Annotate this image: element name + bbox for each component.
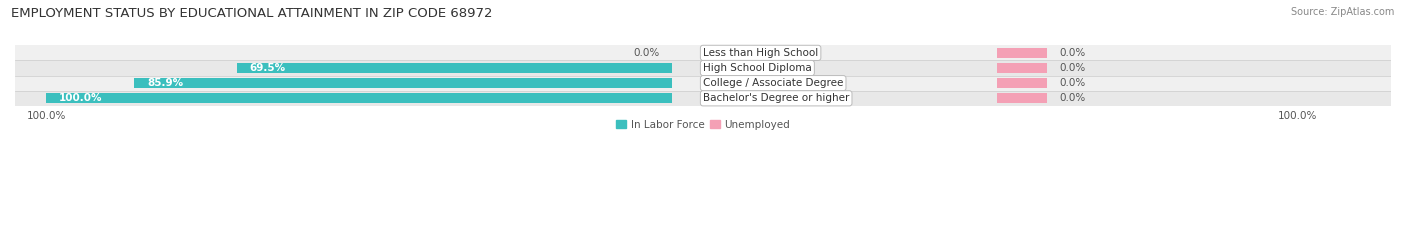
Bar: [15, 75, 1391, 91]
Text: Source: ZipAtlas.com: Source: ZipAtlas.com: [1291, 7, 1395, 17]
Text: High School Diploma: High School Diploma: [703, 63, 811, 73]
Bar: [15, 45, 1391, 60]
Text: 0.0%: 0.0%: [1060, 63, 1085, 73]
Text: 0.0%: 0.0%: [1060, 78, 1085, 88]
Bar: [15, 91, 1391, 106]
Text: 0.0%: 0.0%: [1060, 93, 1085, 103]
Text: Bachelor's Degree or higher: Bachelor's Degree or higher: [703, 93, 849, 103]
Text: 100.0%: 100.0%: [59, 93, 103, 103]
Text: 0.0%: 0.0%: [1060, 48, 1085, 58]
Bar: [997, 93, 1047, 103]
Bar: [46, 93, 672, 103]
Text: 69.5%: 69.5%: [249, 63, 285, 73]
Bar: [997, 78, 1047, 88]
Bar: [997, 48, 1047, 58]
Legend: In Labor Force, Unemployed: In Labor Force, Unemployed: [612, 116, 794, 134]
Bar: [15, 60, 1391, 75]
Text: 0.0%: 0.0%: [633, 48, 659, 58]
Text: 85.9%: 85.9%: [148, 78, 183, 88]
Bar: [238, 63, 672, 73]
Text: College / Associate Degree: College / Associate Degree: [703, 78, 844, 88]
Bar: [997, 63, 1047, 73]
Text: Less than High School: Less than High School: [703, 48, 818, 58]
Text: EMPLOYMENT STATUS BY EDUCATIONAL ATTAINMENT IN ZIP CODE 68972: EMPLOYMENT STATUS BY EDUCATIONAL ATTAINM…: [11, 7, 492, 20]
Bar: [135, 78, 672, 88]
